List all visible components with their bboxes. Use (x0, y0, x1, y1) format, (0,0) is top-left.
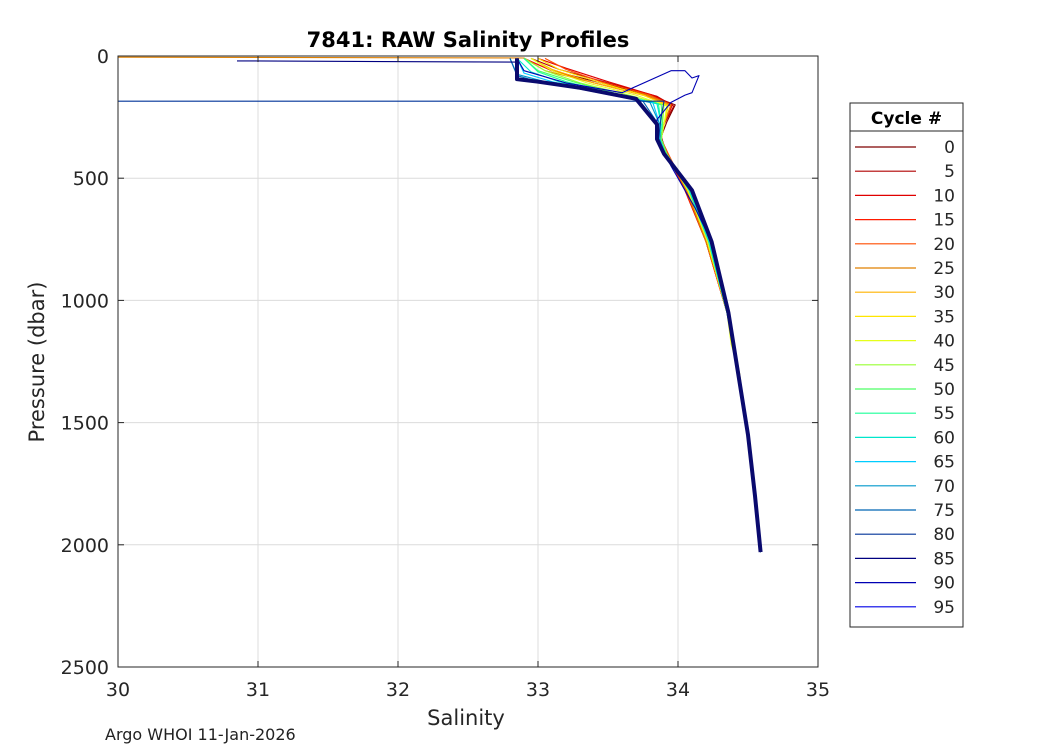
profile-line-cycle-80 (118, 100, 762, 553)
profile-line-cycle-70 (509, 58, 762, 553)
legend-title: Cycle # (871, 109, 942, 129)
chart-title: 7841: RAW Salinity Profiles (307, 28, 630, 52)
y-tick-label: 500 (73, 168, 109, 190)
x-tick-label: 35 (806, 679, 830, 701)
legend-entry-label: 10 (933, 186, 955, 206)
legend-entry-label: 95 (933, 598, 955, 618)
legend-entry-label: 60 (933, 428, 955, 448)
legend-entry-label: 5 (944, 162, 955, 182)
legend-entry-label: 70 (933, 477, 955, 497)
profile-line-cycle-90 (516, 58, 762, 553)
x-tick-label: 32 (386, 679, 410, 701)
y-tick-label: 0 (97, 46, 109, 68)
legend-entry-label: 75 (933, 501, 955, 521)
legend-entry-label: 80 (933, 525, 955, 545)
y-tick-label: 2500 (61, 657, 109, 679)
x-tick-label: 30 (106, 679, 130, 701)
profile-line-cycle-65 (516, 58, 762, 553)
y-tick-label: 2000 (61, 535, 109, 557)
legend-entry-label: 55 (933, 404, 955, 424)
legend: Cycle #0 5 10 15 20 25 30 35 40 45 50 55 60 65 70 75 80 8… (849, 102, 964, 628)
axis-ticks: 30 31 32 33 34 35 0 500 1000 1500 2000 2500 (61, 46, 830, 701)
legend-entry-label: 20 (933, 235, 955, 255)
legend-entry-label: 30 (933, 283, 955, 303)
x-tick-label: 33 (526, 679, 550, 701)
legend-entry-label: 25 (933, 259, 955, 279)
legend-entry-label: 90 (933, 574, 955, 594)
plot-area (117, 56, 763, 553)
profile-line-cycle-95 (516, 58, 762, 553)
grid-lines (117, 55, 819, 668)
axes-frame (117, 55, 819, 668)
y-axis-label: Pressure (dbar) (25, 282, 49, 443)
legend-entry-label: 45 (933, 356, 955, 376)
y-tick-label: 1500 (61, 413, 109, 435)
x-axis-label: Salinity (427, 706, 505, 730)
profile-line-cycle-85 (236, 60, 762, 553)
profile-line-highlight (515, 58, 763, 553)
legend-entry-label: 50 (933, 380, 955, 400)
legend-entry-label: 35 (933, 307, 955, 327)
legend-entry-label: 15 (933, 211, 955, 231)
footer-credit: Argo WHOI 11-Jan-2026 (105, 725, 296, 744)
y-tick-label: 1000 (61, 290, 109, 312)
legend-entry-label: 65 (933, 453, 955, 473)
profile-line-cycle-25 (117, 56, 762, 553)
legend-entry-label: 85 (933, 549, 955, 569)
x-tick-label: 31 (246, 679, 270, 701)
profile-line-cycle-75 (509, 58, 762, 553)
profile-line-cycle-60 (516, 58, 762, 553)
legend-entry-label: 40 (933, 332, 955, 352)
legend-entry-label: 0 (944, 138, 955, 158)
x-tick-label: 34 (666, 679, 690, 701)
